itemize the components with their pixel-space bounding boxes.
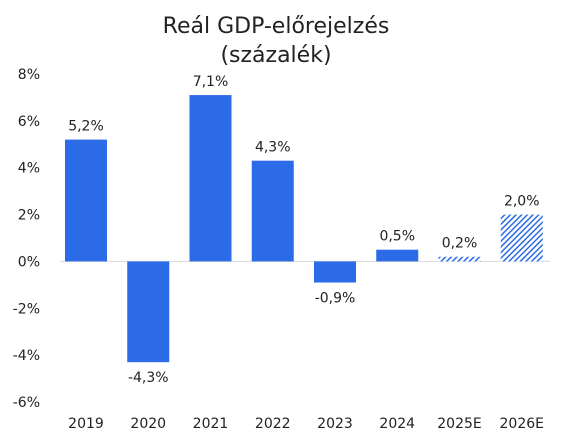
data-label-2021: 7,1% xyxy=(193,74,229,90)
y-tick-label: 6% xyxy=(18,114,40,130)
y-tick-label: 8% xyxy=(18,67,40,83)
data-label-2019: 5,2% xyxy=(68,119,104,135)
bar-2022 xyxy=(251,160,294,262)
bar-2024 xyxy=(376,249,419,262)
x-tick-label-2025E: 2025E xyxy=(437,416,481,432)
chart-title-line-1: Reál GDP-előrejelzés xyxy=(163,14,390,39)
data-label-2023: -0,9% xyxy=(315,291,356,307)
chart-title-line-2: (százalék) xyxy=(220,43,331,68)
data-label-2026E: 2,0% xyxy=(504,194,540,210)
y-tick-label: -2% xyxy=(13,301,40,317)
data-label-2020: -4,3% xyxy=(128,370,169,386)
x-axis: 2019 2020 2021 2022 2023 2024 2025E 2026E xyxy=(68,416,544,432)
bar-2026E xyxy=(500,214,543,262)
data-label-2022: 4,3% xyxy=(255,140,291,156)
bar-2020 xyxy=(127,261,170,363)
y-tick-label: -6% xyxy=(13,395,40,411)
bar-2021 xyxy=(189,95,232,262)
bars: 5,2% -4,3% 7,1% 4,3% -0,9% 0,5% 0,2% 2,0% xyxy=(65,74,543,386)
bar-2019 xyxy=(65,139,107,262)
data-label-2025E: 0,2% xyxy=(442,236,478,252)
y-tick-label: 2% xyxy=(18,208,40,224)
bar-2025E xyxy=(438,256,481,262)
x-tick-label-2020: 2020 xyxy=(130,416,166,432)
x-tick-label-2024: 2024 xyxy=(379,416,415,432)
y-tick-label: -4% xyxy=(13,348,40,364)
y-tick-label: 4% xyxy=(18,161,40,177)
x-tick-label-2022: 2022 xyxy=(255,416,291,432)
y-axis: 8% 6% 4% 2% 0% -2% -4% -6% xyxy=(13,67,40,411)
data-label-2024: 0,5% xyxy=(379,229,415,245)
y-tick-label: 0% xyxy=(18,254,40,270)
bar-2023 xyxy=(314,261,356,283)
x-tick-label-2021: 2021 xyxy=(193,416,229,432)
x-tick-label-2026E: 2026E xyxy=(500,416,544,432)
x-tick-label-2023: 2023 xyxy=(317,416,353,432)
x-tick-label-2019: 2019 xyxy=(68,416,104,432)
